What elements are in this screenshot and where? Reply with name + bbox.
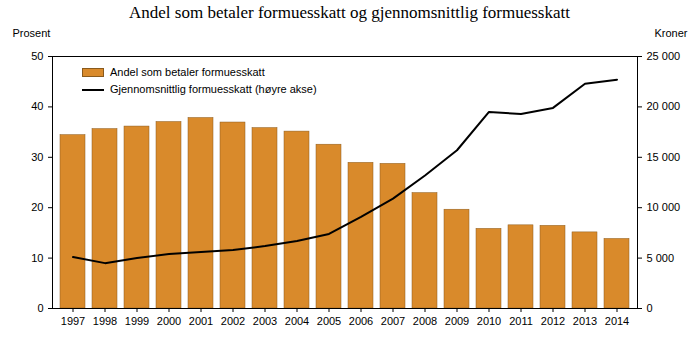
svg-text:2013: 2013: [573, 315, 597, 327]
svg-text:40: 40: [31, 100, 43, 112]
svg-text:2007: 2007: [381, 315, 405, 327]
svg-text:2004: 2004: [285, 315, 309, 327]
svg-text:2002: 2002: [221, 315, 245, 327]
svg-text:0: 0: [37, 302, 43, 314]
svg-text:50: 50: [31, 50, 43, 62]
svg-text:2001: 2001: [189, 315, 213, 327]
svg-text:10: 10: [31, 252, 43, 264]
svg-text:20: 20: [31, 201, 43, 213]
svg-text:Kroner: Kroner: [654, 27, 687, 39]
svg-text:2005: 2005: [317, 315, 341, 327]
svg-text:2003: 2003: [253, 315, 277, 327]
svg-text:2008: 2008: [413, 315, 437, 327]
svg-text:25 000: 25 000: [647, 50, 681, 62]
svg-text:20 000: 20 000: [647, 100, 681, 112]
svg-text:5 000: 5 000: [647, 252, 675, 264]
html-text:Andel som betaler formuesskatt: Andel som betaler formuesskatt og gjenno…: [129, 3, 570, 22]
svg-text:1998: 1998: [93, 315, 117, 327]
svg-text:2014: 2014: [605, 315, 629, 327]
svg-text:1999: 1999: [125, 315, 149, 327]
svg-text:2011: 2011: [509, 315, 533, 327]
svg-text:15 000: 15 000: [647, 151, 681, 163]
svg-text:2009: 2009: [445, 315, 469, 327]
svg-text:2012: 2012: [541, 315, 565, 327]
svg-text:1997: 1997: [61, 315, 85, 327]
svg-text:10 000: 10 000: [647, 201, 681, 213]
svg-text:2010: 2010: [477, 315, 501, 327]
svg-text:Prosent: Prosent: [13, 27, 51, 39]
html-text:Andel som betaler formuesskatt: Andel som betaler formuesskatt: [110, 66, 265, 78]
svg-text:2000: 2000: [157, 315, 181, 327]
svg-text:2006: 2006: [349, 315, 373, 327]
html-text:Gjennomsnittlig formuesskatt (: Gjennomsnittlig formuesskatt (høyre akse…: [110, 83, 317, 95]
svg-text:0: 0: [647, 302, 653, 314]
svg-text:30: 30: [31, 151, 43, 163]
